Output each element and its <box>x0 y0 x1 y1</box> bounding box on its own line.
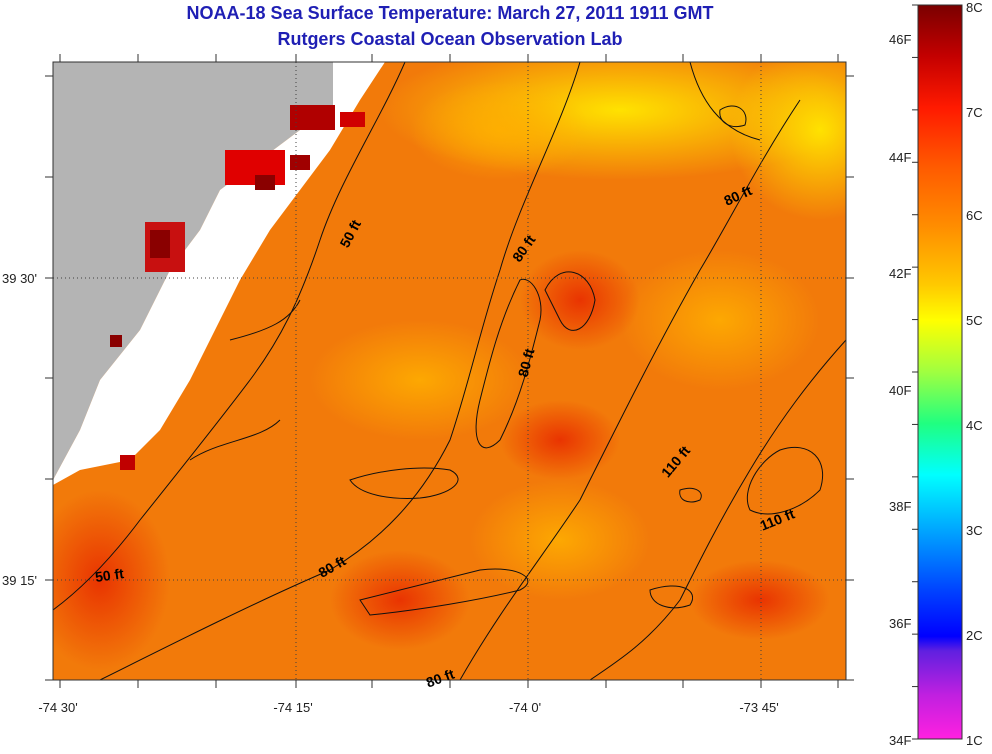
colorbar-c-label: 7C <box>966 105 983 120</box>
coastal-hot-pixels <box>110 335 122 347</box>
contour-line <box>746 446 824 515</box>
contour-line <box>544 271 596 331</box>
coastal-hot-pixels <box>150 230 170 258</box>
graticule <box>53 62 846 680</box>
contour-line <box>53 62 406 611</box>
x-tick-label: -73 45' <box>739 700 778 715</box>
colorbar-f-label: 46F <box>889 32 911 47</box>
contour-line <box>189 419 281 461</box>
hot-patch <box>330 550 470 650</box>
colorbar-c-label: 6C <box>966 208 983 223</box>
colorbar-f-label: 34F <box>889 733 911 748</box>
warm-patch <box>310 320 530 440</box>
colorbar-f-label: 38F <box>889 499 911 514</box>
contour-line <box>99 62 581 680</box>
axis-ticks <box>45 54 854 688</box>
colorbar-c-label: 3C <box>966 523 983 538</box>
contour-label: 80 ft <box>515 346 538 378</box>
warm-patch <box>620 250 820 390</box>
contour-line <box>459 99 801 680</box>
y-tick-label: 39 30' <box>2 271 37 286</box>
contour-line <box>475 278 542 449</box>
x-tick-label: -74 15' <box>273 700 312 715</box>
contour-line <box>689 62 761 141</box>
contour-line <box>349 467 459 499</box>
contour-line <box>589 339 846 680</box>
colorbar-fahrenheit-labels: 46F 44F 42F 40F 38F 36F 34F <box>889 32 911 748</box>
colorbar-f-label: 36F <box>889 616 911 631</box>
bathymetry-contours <box>53 62 846 680</box>
hot-patch <box>53 490 170 670</box>
colorbar-ticks <box>912 4 918 740</box>
coastal-hot-pixels <box>255 175 275 190</box>
x-axis-labels: -74 30' -74 15' -74 0' -73 45' <box>38 700 778 715</box>
colorbar-c-label: 4C <box>966 418 983 433</box>
colorbar-f-label: 40F <box>889 383 911 398</box>
colorbar-c-label: 8C <box>966 0 983 15</box>
colorbar <box>917 4 963 740</box>
colorbar-c-label: 5C <box>966 313 983 328</box>
contour-label: 50 ft <box>94 565 125 585</box>
contour-line <box>649 585 693 609</box>
colorbar-c-label: 2C <box>966 628 983 643</box>
y-axis-labels: 39 30' 39 15' <box>2 271 37 588</box>
y-tick-label: 39 15' <box>2 573 37 588</box>
warm-patch <box>470 480 650 600</box>
coastal-hot-pixels <box>290 155 310 170</box>
contour-line <box>719 105 747 127</box>
colorbar-f-label: 42F <box>889 266 911 281</box>
yellow-band <box>730 62 846 220</box>
colorbar-f-label: 44F <box>889 150 911 165</box>
chart-title: NOAA-18 Sea Surface Temperature: March 2… <box>186 3 714 23</box>
land <box>53 62 333 480</box>
x-tick-label: -74 30' <box>38 700 77 715</box>
contour-line <box>229 299 301 341</box>
colorbar-c-label: 1C <box>966 733 983 748</box>
coastal-hot-pixels <box>120 455 135 470</box>
warm-patch <box>410 80 590 180</box>
chart-subtitle: Rutgers Coastal Ocean Observation Lab <box>277 29 623 49</box>
colorbar-celsius-labels: 8C 7C 6C 5C 4C 3C 2C 1C <box>966 0 983 748</box>
coastal-hot-pixels <box>290 105 335 130</box>
contour-line <box>679 487 702 503</box>
contour-line <box>359 568 529 616</box>
coastal-hot-pixels <box>340 112 365 127</box>
hot-patch <box>690 560 830 640</box>
hot-patch <box>500 400 620 480</box>
hot-patch <box>520 250 640 350</box>
x-tick-label: -74 0' <box>509 700 541 715</box>
map-field <box>53 62 846 680</box>
